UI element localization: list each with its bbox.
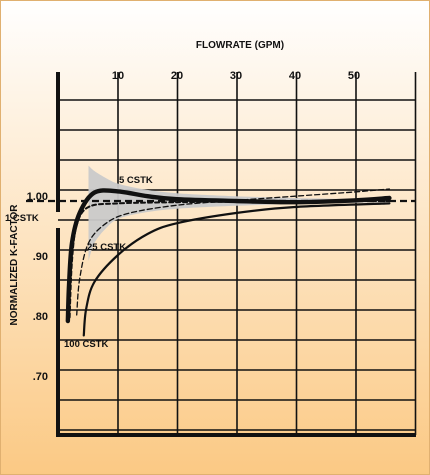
series-label-25-cstk: 25 CSTK [87, 242, 126, 253]
y-tick-label: 1.00 [27, 191, 48, 203]
series-layer [65, 188, 392, 337]
series-line-100-cstk [82, 202, 391, 337]
x-tick-label: 10 [112, 70, 124, 82]
series-label-100-cstk: 100 CSTK [64, 339, 108, 350]
series-line-5-cstk [65, 188, 392, 324]
series-label-1-cstk: 1 CSTK [5, 213, 39, 224]
x-axis-title: FLOWRATE (GPM) [196, 40, 284, 51]
series-line-25-cstk [76, 188, 391, 316]
y-tick-label: .80 [33, 311, 48, 323]
x-tick-label: 50 [348, 70, 360, 82]
series-labels: 1 CSTK 5 CSTK 25 CSTK 100 CSTK [5, 175, 153, 350]
series-label-5-cstk: 5 CSTK [119, 175, 153, 186]
y-tick-label: .70 [33, 371, 48, 383]
x-tick-label: 40 [289, 70, 301, 82]
x-tick-label: 20 [171, 70, 183, 82]
grid [58, 72, 417, 435]
y-tick-label: .90 [33, 251, 48, 263]
x-tick-label: 30 [230, 70, 242, 82]
axes [56, 72, 416, 437]
y-axis-title: NORMALIZED K-FACTOR [9, 204, 20, 326]
tick-labels: 10 20 30 40 50 .70 .80 .90 1.00 [27, 70, 361, 383]
